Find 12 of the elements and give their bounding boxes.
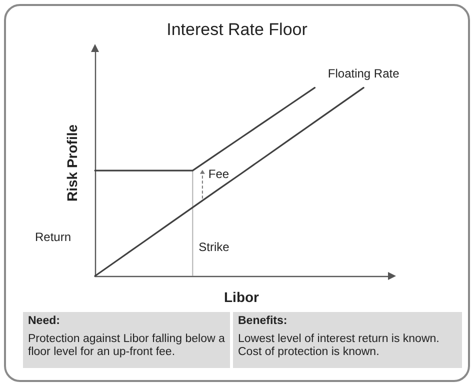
chart-title: Interest Rate Floor [166, 20, 308, 39]
annotation: Fee [208, 166, 230, 181]
annotation: Strike [198, 240, 230, 254]
x-axis-title: Libor [224, 289, 260, 305]
text: Need: [28, 315, 61, 328]
text: Benefits: [238, 315, 288, 328]
series-label: Floating Rate [328, 66, 400, 81]
text: Cost of protection is known. [238, 346, 380, 359]
text: Lowest level of interest return is known. [238, 333, 440, 346]
text: Protection against Libor falling below a floor level for an up-front fee. [28, 333, 225, 359]
text: Return [35, 230, 72, 244]
y-axis-title: Risk Profile [64, 124, 80, 202]
